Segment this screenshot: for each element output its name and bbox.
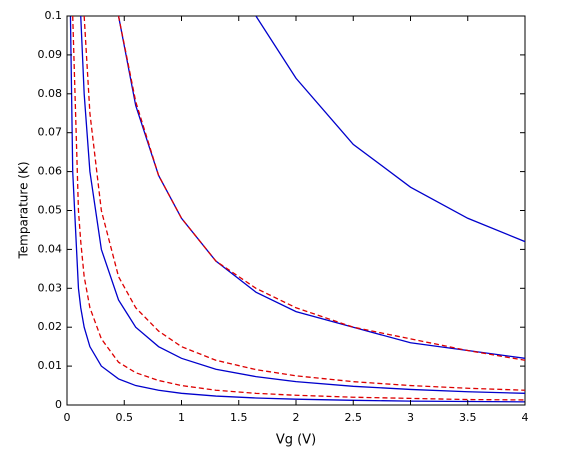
y-tick-label: 0.04 [38, 242, 63, 255]
y-tick-label: 0.07 [38, 126, 63, 139]
x-tick-label: 3 [407, 411, 414, 424]
y-tick-label: 0.06 [38, 165, 63, 178]
x-axis-label: Vg (V) [276, 433, 316, 448]
x-tick-label: 1 [178, 411, 185, 424]
curve [72, 16, 525, 401]
x-tick-label: 4 [522, 411, 529, 424]
y-tick-label: 0.01 [38, 359, 63, 372]
curve [117, 16, 525, 361]
x-tick-label: 0.5 [116, 411, 134, 424]
plot-frame [66, 15, 526, 406]
y-axis-label: Temparature (K) [17, 161, 31, 259]
y-tick-label: 0.1 [45, 9, 63, 22]
curve [255, 16, 525, 243]
curve [83, 16, 525, 391]
curve [80, 16, 525, 394]
x-tick-label: 0 [64, 411, 71, 424]
curves [69, 16, 525, 403]
y-tick-label: 0.05 [38, 204, 63, 217]
x-tick-label: 3.5 [459, 411, 477, 424]
x-tick-label: 2 [293, 411, 300, 424]
y-tick-label: 0.09 [38, 48, 63, 61]
y-tick-label: 0.02 [38, 320, 63, 333]
y-tick-label: 0 [55, 398, 62, 411]
curve [69, 16, 525, 403]
x-tick-label: 1.5 [230, 411, 248, 424]
y-tick-label: 0.03 [38, 281, 63, 294]
y-tick-label: 0.08 [38, 87, 63, 100]
x-tick-label: 2.5 [345, 411, 363, 424]
